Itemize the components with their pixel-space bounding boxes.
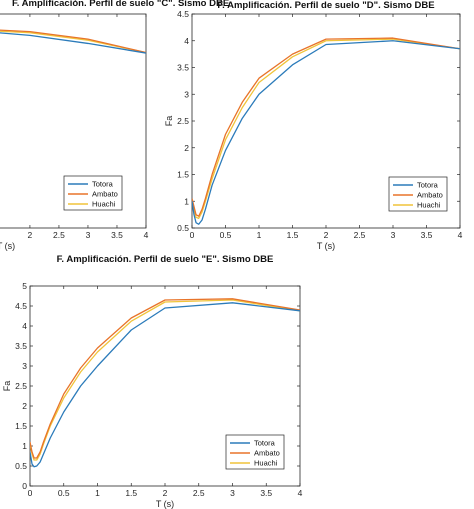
y-tick-label: 3.5	[177, 63, 189, 73]
x-tick-label: 1	[95, 488, 100, 498]
legend-label-huachi: Huachi	[92, 200, 116, 209]
y-tick-label: 4.5	[177, 9, 189, 19]
x-tick-label: 0.5	[58, 488, 70, 498]
series-line-ambato	[30, 298, 300, 459]
y-axis-label: Fa	[2, 381, 12, 392]
series-line-ambato	[192, 37, 460, 217]
x-tick-label: 2.5	[354, 230, 366, 240]
legend-label-totora: Totora	[92, 180, 114, 189]
x-tick-label: 1.5	[287, 230, 299, 240]
chart-panel-e: 0 0.5 1 1.5 2 2.5 3 3.5 4 0 0.5 1 1.5 2 2.5 3 3.5 4 4.5 5 F.…	[2, 254, 303, 509]
chart-panel-d: 0 0.5 1 1.5 2 2.5 3 3.5 40.511.522.533.544.5F. A…	[164, 0, 463, 251]
series-line-huachi	[192, 38, 460, 220]
y-tick-label: 2.5	[15, 381, 27, 391]
series-line-huachi	[30, 299, 300, 461]
x-tick-label: 3	[86, 230, 91, 240]
y-tick-label: 4	[184, 36, 189, 46]
y-tick-label: 1	[184, 196, 189, 206]
legend-label-totora: Totora	[254, 439, 276, 448]
x-tick-label: 2	[28, 230, 33, 240]
y-tick-label: 0.5	[177, 223, 189, 233]
y-tick-label: 3	[184, 89, 189, 99]
y-tick-label: 3	[22, 361, 27, 371]
x-tick-label: 4	[144, 230, 149, 240]
series-line-ambato	[0, 29, 146, 54]
x-axis-label: T (s)	[0, 241, 15, 251]
legend-label-ambato: Ambato	[417, 191, 443, 200]
y-tick-label: 2	[184, 143, 189, 153]
x-tick-label: 4	[458, 230, 463, 240]
x-tick-label: 2	[324, 230, 329, 240]
series-line-totora	[192, 40, 460, 225]
y-tick-label: 5	[22, 281, 27, 291]
series-line-totora	[30, 302, 300, 468]
legend-label-ambato: Ambato	[254, 449, 280, 458]
y-axis-label: Fa	[164, 116, 174, 127]
y-tick-label: 2.5	[177, 116, 189, 126]
y-tick-label: 4	[22, 321, 27, 331]
x-tick-label: 2.5	[193, 488, 205, 498]
x-tick-label: 2.5	[53, 230, 65, 240]
x-tick-label: 3.5	[421, 230, 433, 240]
x-tick-label: 3	[391, 230, 396, 240]
series-line-totora	[0, 32, 146, 54]
chart-title: F. Amplificación. Perfil de suelo "D". S…	[217, 0, 434, 11]
y-tick-label: 1.5	[177, 170, 189, 180]
legend-label-huachi: Huachi	[417, 201, 441, 210]
x-tick-label: 1.5	[125, 488, 137, 498]
y-tick-label: 3.5	[15, 341, 27, 351]
x-axis-label: T (s)	[317, 241, 335, 251]
x-tick-label: 0	[190, 230, 195, 240]
chart-title: F. Amplificación. Perfil de suelo "E". S…	[57, 254, 274, 265]
legend-label-totora: Totora	[417, 181, 439, 190]
y-tick-label: 1.5	[15, 421, 27, 431]
x-tick-label: 4	[298, 488, 303, 498]
y-tick-label: 0	[22, 481, 27, 491]
y-tick-label: 2	[22, 401, 27, 411]
x-tick-label: 3.5	[111, 230, 123, 240]
chart-title: F. Amplificación. Perfil de suelo "C". S…	[12, 0, 229, 9]
x-axis-label: T (s)	[156, 499, 174, 509]
x-tick-label: 3	[230, 488, 235, 498]
x-tick-label: 1	[257, 230, 262, 240]
legend-label-ambato: Ambato	[92, 190, 118, 199]
x-tick-label: 0.5	[220, 230, 232, 240]
y-tick-label: 0.5	[15, 461, 27, 471]
y-tick-label: 1	[22, 441, 27, 451]
x-tick-label: 0	[28, 488, 33, 498]
legend-label-huachi: Huachi	[254, 459, 278, 468]
y-tick-label: 4.5	[15, 301, 27, 311]
x-tick-label: 2	[163, 488, 168, 498]
chart-panel-c: 2 2.5 3 3.5 4 F. Amplificación. Perfil de sue…	[0, 0, 229, 251]
x-tick-label: 3.5	[260, 488, 272, 498]
